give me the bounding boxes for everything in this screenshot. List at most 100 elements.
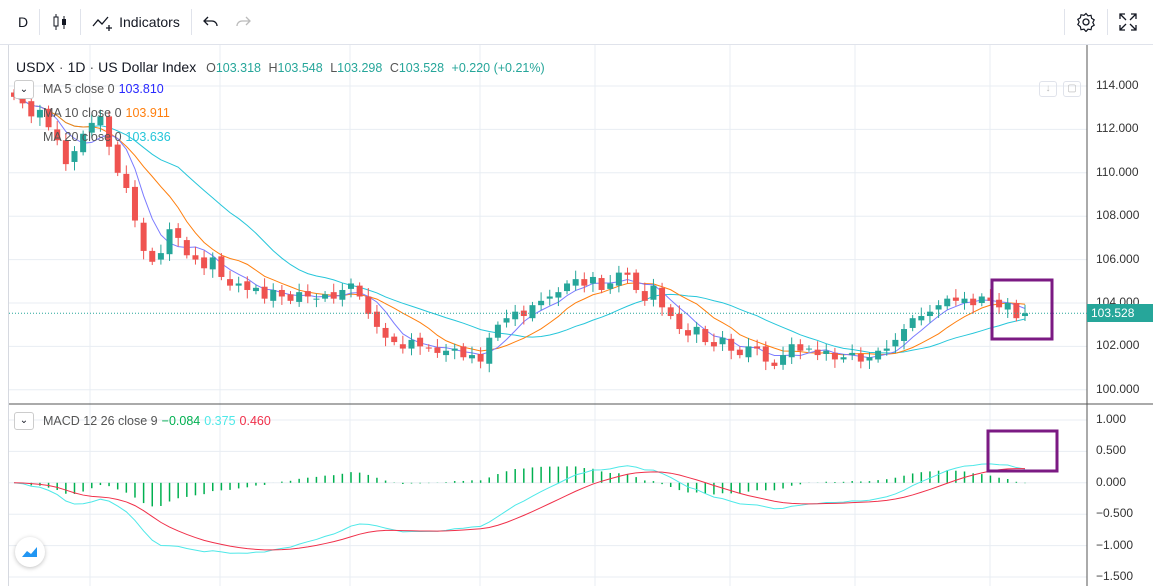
macd-line (13, 463, 1026, 554)
indicators-icon (92, 16, 113, 31)
macd-axis-label: 0.500 (1096, 443, 1127, 458)
candle-body (780, 355, 787, 365)
candle-body (157, 253, 164, 260)
ma10-line (13, 96, 1026, 356)
macd-axis-label: −1.000 (1096, 537, 1134, 552)
left-edge (0, 45, 9, 586)
candle-body (1004, 303, 1011, 310)
interval: 1D (67, 59, 86, 75)
macd-label: MACD 12 26 close 9 (43, 414, 158, 428)
candle-body (460, 346, 467, 358)
candle-body (36, 109, 43, 118)
candle-body (546, 296, 553, 299)
macd-axis-label: −1.500 (1096, 569, 1134, 583)
gear-icon (1077, 12, 1095, 32)
candle-body (443, 350, 450, 356)
candle-body (408, 339, 415, 349)
candle-body (304, 291, 311, 297)
candle-body (339, 289, 346, 300)
candle-body (183, 240, 190, 256)
interval-button[interactable]: D (10, 6, 36, 38)
collapse-legend-button[interactable]: ⌄ (14, 80, 34, 99)
candle-body (805, 348, 812, 350)
candle-body (330, 292, 337, 299)
candle-body (650, 285, 657, 300)
low-label: L (330, 61, 338, 75)
macd-hist-value: −0.084 (161, 414, 201, 428)
candle-body (710, 342, 717, 347)
candle-body (831, 352, 838, 360)
candle-body (175, 228, 182, 238)
ma5-line (13, 96, 1026, 359)
tradingview-logo[interactable] (15, 537, 45, 567)
candle-body (348, 283, 354, 289)
macd-axis-label: −0.500 (1096, 506, 1134, 521)
ma-label: MA 10 close 0 (43, 106, 122, 120)
divider (1107, 9, 1108, 35)
low-value: 103.298 (337, 61, 383, 75)
sep: · (89, 59, 95, 75)
candle-body (451, 348, 458, 351)
candle-body (788, 344, 795, 358)
candle-body (28, 101, 35, 117)
last-price-label: 103.528 (1087, 304, 1153, 322)
undo-icon (202, 16, 218, 27)
candle-body (667, 307, 674, 317)
highlight-box-price (990, 278, 1054, 341)
scroll-down-button[interactable]: ↓ (1039, 81, 1057, 97)
candle-body (641, 291, 648, 301)
candle-body (901, 329, 908, 341)
candle-body (823, 350, 830, 354)
reset-button[interactable]: ▢ (1063, 81, 1081, 97)
close-value: 103.528 (398, 61, 445, 75)
candle-body (278, 289, 285, 297)
candle-body (520, 310, 527, 317)
price-axis-label: 112.000 (1096, 121, 1139, 136)
ma20-legend[interactable]: MA 20 close 0 103.636 (43, 130, 175, 144)
candle-body (676, 313, 683, 330)
candle-body (114, 144, 121, 173)
candle-body (866, 357, 873, 361)
candle-body (564, 283, 571, 292)
candle-body (944, 298, 951, 307)
divider (39, 9, 41, 35)
symbol[interactable]: USDX (16, 59, 55, 75)
candle-body (252, 287, 259, 292)
redo-button[interactable] (227, 6, 259, 38)
candle-body (192, 255, 199, 260)
candle-body (19, 96, 26, 104)
undo-button[interactable] (195, 6, 227, 38)
candle-body (97, 116, 104, 126)
candle-body (978, 296, 985, 303)
symbol-name: US Dollar Index (98, 59, 197, 75)
price-axis-label: 110.000 (1096, 164, 1139, 179)
macd-legend[interactable]: MACD 12 26 close 9 −0.084 0.375 0.460 (43, 414, 275, 428)
candle-body (615, 272, 622, 286)
price-axis-label: 106.000 (1096, 251, 1140, 266)
collapse-macd-legend-button[interactable]: ⌄ (14, 412, 34, 430)
candle-body (365, 296, 372, 314)
candle-body (140, 222, 147, 251)
ma5-legend[interactable]: MA 5 close 0 103.810 (43, 82, 168, 96)
candle-body (494, 324, 501, 338)
ma-value: 103.911 (125, 106, 170, 120)
settings-button[interactable] (1068, 6, 1104, 38)
divider (1064, 9, 1065, 35)
candle-body (970, 298, 977, 306)
signal-line (13, 468, 1026, 551)
high-value: 103.548 (277, 61, 323, 75)
candle-body (875, 350, 882, 360)
candle-body (71, 151, 78, 162)
chart-type-button[interactable] (43, 6, 77, 38)
indicators-label: Indicators (119, 14, 180, 30)
candle-body (685, 330, 691, 336)
candle-body (624, 272, 631, 275)
sep: · (58, 59, 64, 75)
indicators-button[interactable]: Indicators (84, 6, 188, 38)
ma-value: 103.810 (118, 82, 164, 96)
highlight-box-macd (986, 429, 1059, 473)
candle-body (892, 339, 899, 347)
fullscreen-button[interactable] (1111, 6, 1145, 38)
ma10-legend[interactable]: MA 10 close 0 103.911 (43, 106, 174, 120)
